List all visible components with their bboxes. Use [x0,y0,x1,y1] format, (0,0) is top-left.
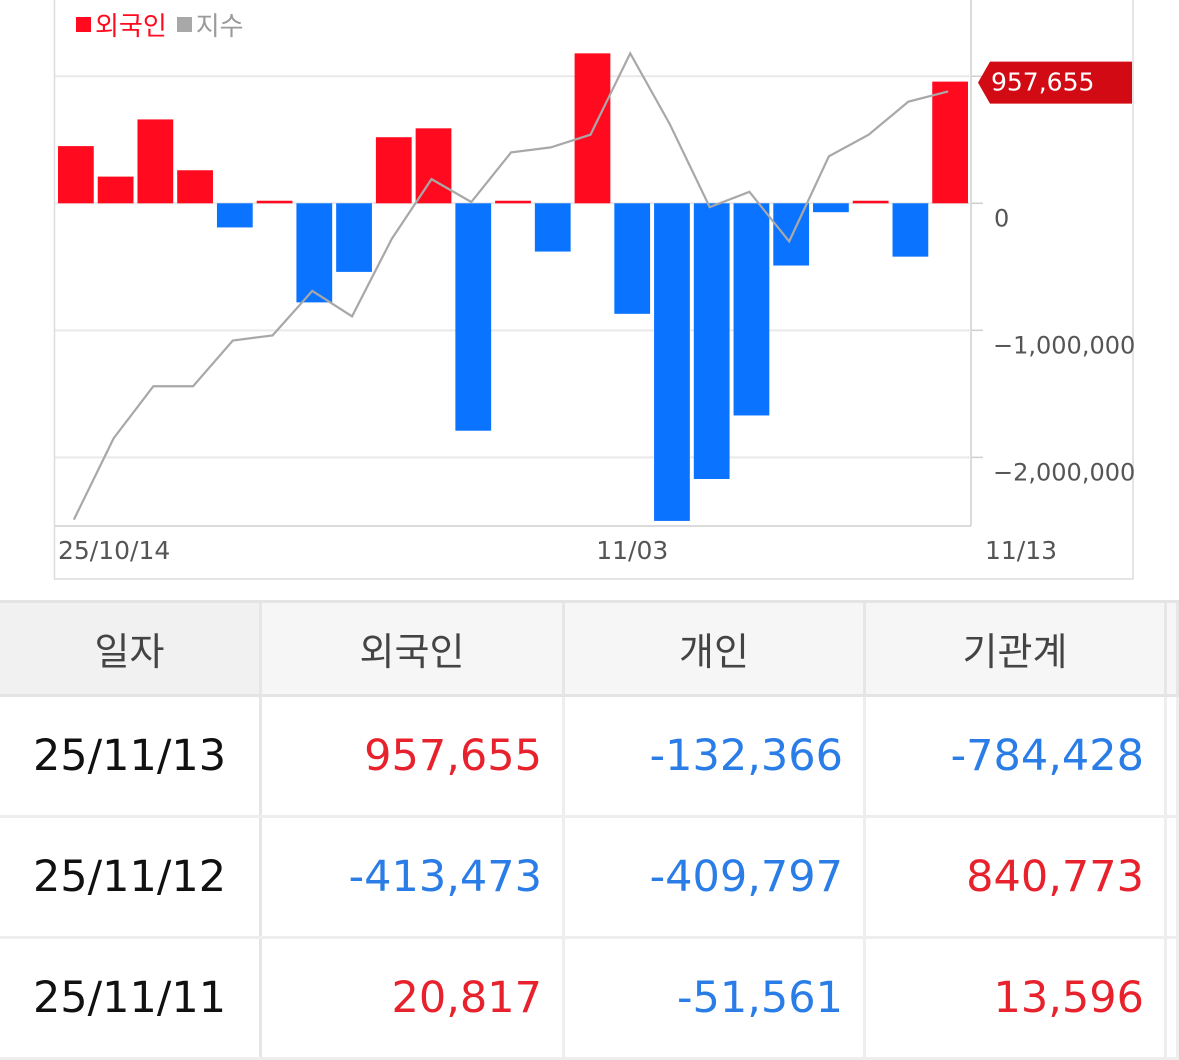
header-foreign: 외국인 [262,603,565,694]
cell-individual: -51,561 [565,939,866,1057]
bar-foreign [693,203,730,479]
bar-foreign [813,203,849,213]
y-tick-label: −2,000,000 [993,458,1135,486]
bar-foreign [733,203,770,416]
table-row[interactable]: 25/11/13 957,655 -132,366 -784,428 [0,697,1179,818]
cell-foreign: -413,473 [262,818,565,936]
bar-foreign [495,200,531,204]
last-value-tag [978,61,1132,104]
bar-foreign [654,203,690,521]
bar-foreign [455,203,492,431]
bar-foreign [97,176,134,204]
cell-foreign: 20,817 [262,939,565,1057]
cell-individual: -132,366 [565,697,866,815]
header-institution: 기관계 [866,603,1167,694]
cell-extra [1167,697,1179,815]
y-tick-label: −1,000,000 [993,331,1135,359]
bar-foreign [932,81,969,204]
cell-institution: -784,428 [866,697,1167,815]
legend-item-foreign: 외국인 [76,6,167,43]
bar-foreign [216,203,253,228]
bar-foreign [614,203,651,314]
bar-foreign [336,203,372,272]
investor-chart: 0 −1,000,000 −2,000,000 25/10/14 11/03 11/13 9… [53,0,1135,580]
y-tick-label: 0 [994,204,1009,232]
cell-date: 25/11/11 [0,939,262,1057]
bar-foreign [892,203,929,257]
bar-foreign [296,203,333,303]
cell-institution: 840,773 [866,818,1167,936]
index-line [72,50,949,521]
cell-foreign: 957,655 [262,697,565,815]
table-row[interactable]: 25/11/12 -413,473 -409,797 840,773 [0,818,1179,939]
table-row[interactable]: 25/11/11 20,817 -51,561 13,596 [0,939,1179,1060]
legend-swatch-foreign [76,17,91,32]
legend-item-index: 지수 [176,6,244,43]
legend-label-foreign: 외국인 [95,12,167,42]
chart-frame [53,0,1134,580]
bar-foreign [137,119,174,204]
investor-table: 일자 외국인 개인 기관계 25/11/13 957,655 -132,366 … [0,600,1179,1060]
legend-swatch-index [176,17,192,32]
bar-foreign [57,146,94,204]
x-tick-label: 25/10/14 [58,536,170,565]
cell-date: 25/11/13 [0,697,262,815]
header-individual: 개인 [565,603,866,694]
last-value-label: 957,655 [991,68,1094,97]
bar-foreign [534,203,571,252]
bar-foreign [375,137,412,204]
cell-individual: -409,797 [565,818,866,936]
chart-legend: 외국인 지수 [76,6,244,43]
cell-extra [1167,939,1179,1057]
x-tick-label: 11/03 [596,536,668,565]
x-tick-label: 11/13 [985,536,1057,565]
header-date: 일자 [0,603,262,694]
bar-foreign [177,170,213,204]
cell-date: 25/11/12 [0,818,262,936]
table-header-row: 일자 외국인 개인 기관계 [0,600,1179,697]
bar-foreign [852,200,889,204]
legend-label-index: 지수 [195,12,244,42]
cell-institution: 13,596 [866,939,1167,1057]
bar-foreign [256,200,293,204]
chart-svg: 0 −1,000,000 −2,000,000 25/10/14 11/03 11/13 9… [53,0,1135,580]
header-extra [1167,603,1179,694]
cell-extra [1167,818,1179,936]
bar-foreign [415,128,452,204]
